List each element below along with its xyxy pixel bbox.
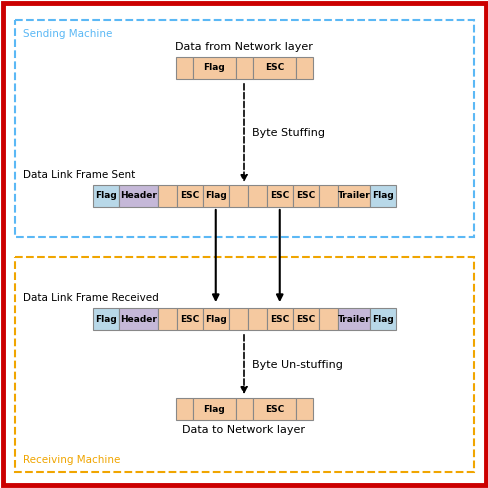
Text: Flag: Flag xyxy=(203,63,225,73)
Bar xyxy=(318,185,337,207)
Text: Data from Network layer: Data from Network layer xyxy=(175,42,312,52)
Text: Flag: Flag xyxy=(372,314,393,324)
Text: ESC: ESC xyxy=(180,191,199,201)
Bar xyxy=(228,308,247,330)
Text: Data Link Frame Received: Data Link Frame Received xyxy=(23,293,159,303)
Bar xyxy=(158,308,176,330)
Bar xyxy=(266,308,292,330)
Bar xyxy=(193,398,235,420)
Bar xyxy=(93,185,119,207)
Bar xyxy=(253,398,295,420)
Text: Flag: Flag xyxy=(204,191,226,201)
Bar xyxy=(175,398,193,420)
Bar xyxy=(295,398,313,420)
Bar xyxy=(176,185,203,207)
Text: Receiving Machine: Receiving Machine xyxy=(23,455,120,465)
Bar xyxy=(175,57,193,79)
Text: Header: Header xyxy=(120,191,156,201)
Bar xyxy=(176,308,203,330)
Bar xyxy=(203,308,228,330)
Text: ESC: ESC xyxy=(269,314,289,324)
Text: Flag: Flag xyxy=(95,191,116,201)
Bar xyxy=(235,57,253,79)
Bar xyxy=(337,308,369,330)
Bar xyxy=(369,308,395,330)
Text: ESC: ESC xyxy=(180,314,199,324)
Bar xyxy=(193,57,235,79)
Bar xyxy=(369,185,395,207)
Bar xyxy=(292,185,318,207)
Text: Flag: Flag xyxy=(204,314,226,324)
Text: Sending Machine: Sending Machine xyxy=(23,29,112,39)
Text: Byte Un-stuffing: Byte Un-stuffing xyxy=(251,360,342,369)
Bar xyxy=(318,308,337,330)
Bar xyxy=(253,57,295,79)
Bar xyxy=(266,185,292,207)
Bar xyxy=(337,185,369,207)
Text: Flag: Flag xyxy=(203,405,225,413)
Bar xyxy=(15,20,473,237)
Bar xyxy=(93,308,119,330)
Text: Data Link Frame Sent: Data Link Frame Sent xyxy=(23,170,135,180)
Bar xyxy=(228,185,247,207)
Text: Trailer: Trailer xyxy=(337,314,369,324)
Bar xyxy=(292,308,318,330)
Text: ESC: ESC xyxy=(264,63,284,73)
Bar xyxy=(119,308,158,330)
Bar xyxy=(295,57,313,79)
Text: Header: Header xyxy=(120,314,156,324)
Text: Flag: Flag xyxy=(372,191,393,201)
Bar xyxy=(247,308,266,330)
Text: Flag: Flag xyxy=(95,314,116,324)
Bar xyxy=(235,398,253,420)
Text: Trailer: Trailer xyxy=(337,191,369,201)
Bar xyxy=(119,185,158,207)
Text: ESC: ESC xyxy=(269,191,289,201)
Bar xyxy=(15,257,473,472)
Text: Byte Stuffing: Byte Stuffing xyxy=(251,127,325,138)
Bar xyxy=(203,185,228,207)
Bar xyxy=(158,185,176,207)
Bar xyxy=(247,185,266,207)
Text: ESC: ESC xyxy=(296,314,315,324)
Text: ESC: ESC xyxy=(296,191,315,201)
Text: ESC: ESC xyxy=(264,405,284,413)
Text: Data to Network layer: Data to Network layer xyxy=(182,425,305,435)
